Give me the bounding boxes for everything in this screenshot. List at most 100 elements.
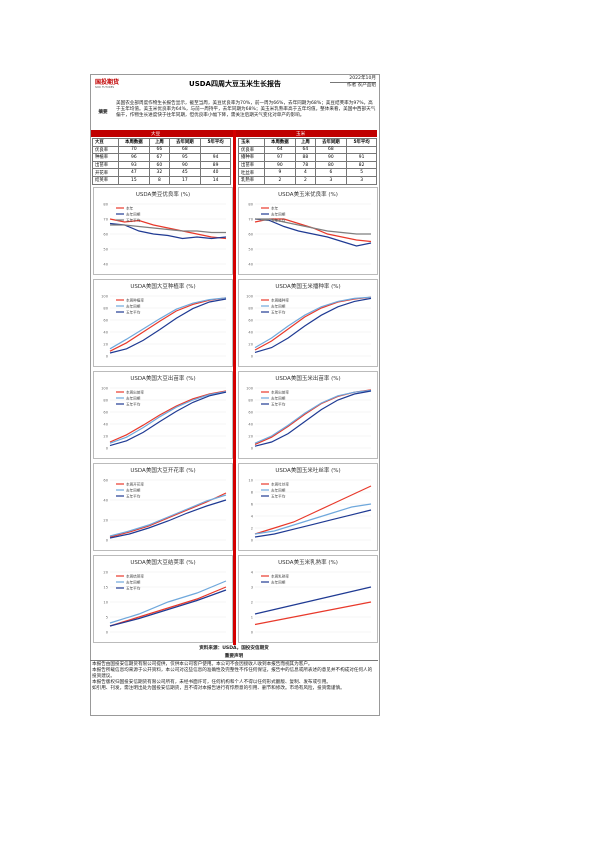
- table-cell: 90: [263, 160, 297, 170]
- header-cell: 大豆: [92, 138, 119, 147]
- legend-label: 本周种植率: [126, 297, 144, 302]
- chart: USDA美国大豆种植率 (%) 0 20 40 60 80 100 本周种植率 去年同期 五年平均: [93, 279, 233, 367]
- series-line: [254, 389, 372, 444]
- y-tick-label: 2: [251, 600, 253, 604]
- table-cell: 91: [346, 153, 377, 162]
- chart: USDA美国大豆出苗率 (%) 0 20 40 60 80 100 本周出苗率 去年同期 五年平均: [93, 371, 233, 459]
- header-cell: 5年平均: [346, 138, 377, 147]
- table-cell: 60: [149, 160, 170, 170]
- chart: USDA美国大豆结荚率 (%) 0 5 10 15 20 本周结荚率 去年同期 五年平均: [93, 555, 233, 643]
- series-line: [109, 297, 227, 352]
- y-tick-label: 100: [101, 294, 109, 298]
- table-row: 开花率 47 32 45 40: [92, 168, 231, 177]
- table-cell: 88: [295, 153, 316, 162]
- y-tick-label: 70: [248, 217, 253, 221]
- band-left: 大豆: [151, 131, 161, 137]
- y-tick-label: 80: [248, 398, 253, 402]
- table-cell: 9: [263, 168, 297, 177]
- disclaimer-paragraph: 本报告由国投安信期货有限公司提供，仅供本公司客户使用。本公司不会因接收人收到本报…: [92, 662, 313, 667]
- table-cell: 乳熟率: [238, 175, 265, 185]
- series-line: [109, 390, 227, 443]
- date: 2022年10月: [330, 76, 376, 83]
- table-row: 结荚率 15 8 17 14: [92, 175, 231, 185]
- header-cell: 上周: [149, 138, 170, 147]
- y-tick-label: 4: [251, 514, 254, 518]
- table-cell: 种植率: [92, 153, 119, 162]
- y-tick-label: 20: [103, 342, 108, 346]
- header-cell: 去年同期: [314, 138, 348, 147]
- y-tick-label: 40: [103, 262, 108, 266]
- chart: USDA美玉米乳熟率 (%) 0 1 2 3 4 本周乳熟率 去年同期: [238, 555, 378, 643]
- series-line: [109, 589, 227, 627]
- author: 作者 农产品组: [346, 83, 376, 88]
- header-cell: 5年平均: [200, 138, 231, 147]
- table-row: 吐丝率 9 4 6 5: [238, 168, 377, 177]
- table-row: 种植率 96 67 95 94: [92, 153, 231, 162]
- table-cell: 96: [117, 153, 151, 162]
- y-tick-label: 0: [251, 538, 254, 542]
- series-line: [109, 586, 227, 627]
- y-tick-label: 50: [248, 247, 253, 251]
- y-tick-label: 80: [103, 306, 108, 310]
- table-cell: 3: [314, 175, 348, 185]
- summary-label: 摘要: [98, 110, 108, 115]
- table-cell: 90: [314, 153, 348, 162]
- series-line: [110, 224, 226, 234]
- y-tick-label: 40: [103, 330, 108, 334]
- series-line: [109, 218, 227, 240]
- legend-label: 五年平均: [271, 401, 286, 406]
- legend-label: 五年平均: [126, 493, 141, 498]
- y-tick-label: 80: [103, 398, 108, 402]
- table-cell: 95: [168, 153, 202, 162]
- header-cell: 玉米: [238, 138, 265, 147]
- table-cell: 94: [200, 153, 231, 162]
- table-cell: 优良率: [238, 145, 265, 155]
- table-cell: 89: [200, 160, 231, 170]
- y-tick-label: 40: [248, 422, 253, 426]
- disclaimer-title: 重要声明: [90, 654, 378, 661]
- y-tick-label: 80: [103, 202, 108, 206]
- y-tick-label: 3: [251, 585, 253, 589]
- y-tick-label: 60: [248, 410, 253, 414]
- header-cell: 本周数据: [263, 138, 297, 147]
- disclaimer-paragraph: 如引用、刊发，需注明出处为国投安信期货，且不得对本报告进行有悖原意的引用、删节和…: [92, 686, 345, 691]
- series-line: [254, 296, 372, 349]
- table-row: 出苗率 93 60 90 89: [92, 160, 231, 170]
- table-cell: [346, 145, 377, 155]
- y-tick-label: 0: [106, 354, 109, 358]
- y-tick-label: 2: [251, 526, 253, 530]
- table-cell: 66: [149, 145, 170, 155]
- table-cell: 68: [168, 145, 202, 155]
- y-tick-label: 20: [248, 342, 253, 346]
- table-cell: 14: [200, 175, 231, 185]
- chart-title: USDA美国玉米出苗率 (%): [275, 374, 340, 382]
- chart-title: USDA美国大豆结荚率 (%): [130, 558, 195, 566]
- table-row: 播种率 97 88 90 91: [238, 153, 377, 162]
- legend-label: 去年同期: [271, 395, 286, 400]
- legend-label: 本周乳熟率: [271, 573, 289, 578]
- legend-label: 去年同期: [271, 487, 286, 492]
- legend-label: 五年平均: [126, 585, 141, 590]
- series-line: [109, 391, 227, 447]
- series-line: [254, 601, 372, 626]
- y-tick-label: 60: [103, 232, 108, 236]
- series-line: [254, 485, 372, 535]
- title: USDA四周大豆玉米生长报告: [189, 80, 281, 88]
- y-tick-label: 0: [251, 354, 254, 358]
- y-tick-label: 0: [251, 630, 254, 634]
- legend-label: 五年平均: [271, 309, 286, 314]
- y-tick-label: 100: [246, 386, 254, 390]
- table-cell: 播种率: [238, 153, 265, 162]
- data-table: 大豆 本周数据 上周 去年同期 5年平均 优良率 70 66 68 种植率 96 67 95 94 出苗率 9…: [92, 138, 231, 185]
- series-line: [109, 492, 227, 538]
- y-tick-label: 60: [103, 478, 108, 482]
- summary-text: 美国农业部周度作物生长报告显示，截至当周，美豆优良率为70%，前一周为66%，去…: [116, 101, 376, 118]
- series-line: [254, 218, 372, 247]
- table-header: 玉米 本周数据 上周 去年同期 5年平均: [238, 138, 377, 147]
- table-cell: 吐丝率: [238, 168, 265, 177]
- y-tick-label: 10: [103, 600, 108, 604]
